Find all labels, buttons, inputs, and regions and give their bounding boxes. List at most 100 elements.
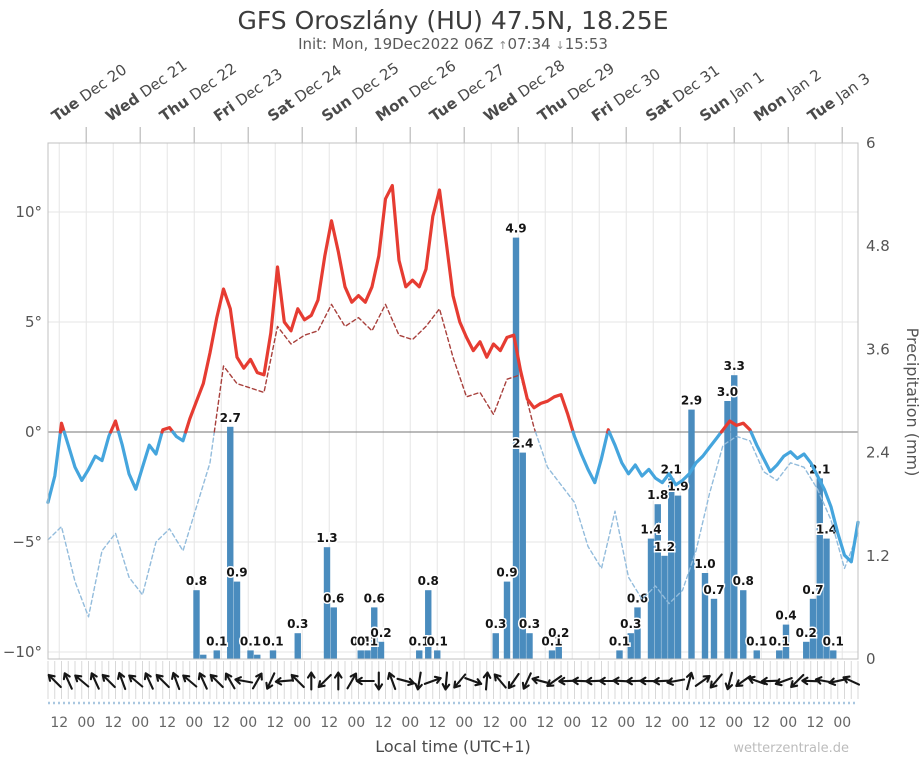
wind-arrow (47, 673, 62, 689)
y-axis-left-tick-label: 5° (25, 313, 42, 331)
time-tick-label: 00 (563, 715, 581, 731)
sunrise-icon: ↑ (498, 39, 508, 52)
precip-bar-label: 3.0 (717, 385, 738, 399)
precip-bar-label: 0.1 (609, 634, 630, 648)
precip-bar (357, 650, 364, 659)
wind-arrow (464, 677, 483, 687)
wind-arrow (842, 675, 861, 686)
watermark: wetterzentrale.de (733, 741, 849, 756)
temperature-line-segment (571, 430, 610, 485)
wind-arrow (290, 673, 305, 689)
precip-bar-label: 0.3 (287, 617, 308, 631)
precip-bar (294, 633, 301, 659)
time-tick-label: 00 (239, 715, 257, 731)
precip-bar (364, 650, 371, 659)
wind-arrow (355, 676, 375, 686)
precip-bar-label: 0.1 (823, 634, 844, 648)
precip-bar-label: 0.9 (226, 566, 247, 580)
precip-bar (526, 633, 533, 659)
precip-bar (503, 581, 511, 659)
precip-bar-label: 0.1 (427, 634, 448, 648)
precip-bar-label: 0.1 (357, 634, 378, 648)
precip-bar-label: 0.2 (370, 626, 391, 640)
precip-bar (701, 573, 709, 659)
sunset-icon: ↓ (555, 39, 565, 52)
temperature-line-segment (171, 430, 188, 443)
time-tick-label: 00 (833, 715, 851, 731)
wind-arrow (685, 671, 695, 691)
wind-arrow (747, 675, 766, 685)
y-axis-right-tick-label: 6 (866, 134, 876, 152)
precip-bar (519, 452, 526, 659)
temperature-line-segment (109, 419, 121, 434)
precip-bar (823, 538, 830, 659)
time-tick-label: 00 (779, 715, 797, 731)
dewpoint-line-segment (213, 303, 537, 433)
wind-arrow (317, 673, 332, 689)
time-tick-label: 12 (752, 715, 770, 731)
wind-arrow (760, 676, 780, 686)
precip-bar (425, 590, 432, 659)
time-tick-label: 12 (266, 715, 284, 731)
wind-arrow (709, 673, 723, 689)
y-axis-right-tick-label: 3.6 (866, 340, 890, 358)
precip-bar (555, 641, 562, 659)
precip-bar (371, 607, 378, 659)
wind-arrow (493, 673, 507, 689)
time-tick-label: 00 (509, 715, 527, 731)
precip-bar (323, 547, 331, 659)
time-tick-label: 12 (806, 715, 824, 731)
precip-bar (233, 581, 241, 659)
precip-bar (616, 650, 623, 659)
y-axis-right-tick-label: 4.8 (866, 237, 890, 255)
temperature-line-segment (46, 430, 62, 504)
y-axis-left-tick-label: 10° (15, 203, 42, 221)
time-tick-label: 00 (293, 715, 311, 731)
precip-bar (647, 538, 655, 659)
precip-bar (724, 401, 731, 659)
wind-arrow (531, 675, 551, 685)
wind-arrow (666, 677, 686, 686)
precip-bar (809, 598, 817, 659)
wind-arrow (251, 672, 263, 690)
time-tick-label: 12 (644, 715, 662, 731)
precip-bar-label: 0.3 (620, 617, 641, 631)
dewpoint-line-segment (534, 431, 859, 605)
wind-arrow (387, 671, 397, 691)
precip-bar-label: 0.9 (496, 566, 517, 580)
precip-bar (200, 654, 207, 659)
precip-bar-label: 0.7 (703, 583, 724, 597)
precip-bar-label: 2.9 (681, 394, 702, 408)
wind-arrow (724, 671, 734, 691)
temperature-line-segment (607, 430, 723, 487)
wind-arrow (182, 674, 198, 688)
wind-arrow (774, 677, 793, 687)
precip-bar (740, 590, 747, 659)
precip-bar (803, 641, 810, 659)
wind-arrow (224, 672, 236, 690)
y-axis-right-tick-label: 1.2 (866, 547, 890, 565)
wind-arrow (396, 677, 416, 687)
precip-bar (416, 650, 423, 659)
precip-bar-label: 0.1 (541, 634, 562, 648)
precip-bar-label: 0.6 (323, 591, 344, 605)
y-axis-right-title: Precipitation (mm) (903, 328, 921, 477)
precip-bar-label: 1.2 (654, 540, 675, 554)
precip-bar-label: 0.6 (627, 591, 648, 605)
wind-arrow (453, 673, 467, 689)
wind-arrow (101, 673, 116, 689)
precip-bar (776, 650, 783, 659)
wind-arrow (143, 672, 154, 690)
precip-bar (710, 598, 718, 659)
plot-border (47, 142, 859, 660)
chart-title: GFS Oroszlány (HU) 47.5N, 18.25E (237, 6, 669, 35)
wind-arrow (117, 671, 127, 691)
precip-bar (668, 478, 675, 659)
wind-arrow (423, 675, 442, 685)
precip-bar-label: 1.4 (816, 523, 837, 537)
precip-bar (492, 633, 499, 659)
precip-bar (634, 607, 641, 659)
wind-arrow (197, 672, 208, 690)
time-tick-label: 12 (158, 715, 176, 731)
